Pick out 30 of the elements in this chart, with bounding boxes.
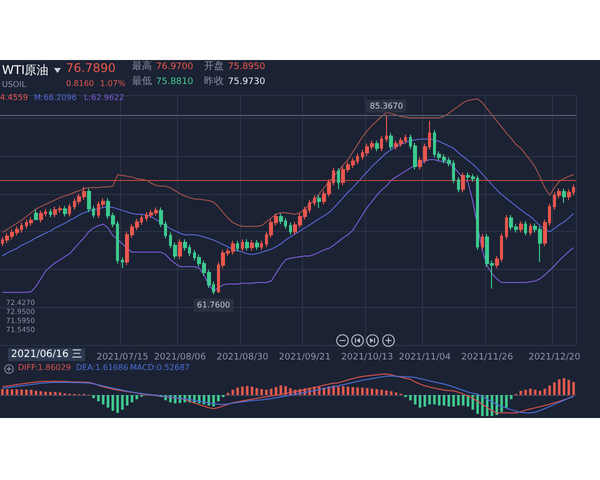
x-tick-label: 2021/11/26 <box>461 352 514 362</box>
chart-title: WTI原油 <box>2 62 49 79</box>
text: 2021/06/16 三 <box>8 348 85 361</box>
text: L:62.9622 <box>84 93 124 103</box>
text: 4.4559 <box>0 93 28 103</box>
chart-subtitle: USOIL <box>2 80 26 89</box>
text: MACD:0.52687 <box>130 363 190 373</box>
text: 0.8160 <box>66 79 94 89</box>
text: 1.07% <box>100 79 126 89</box>
text: 最高 <box>132 61 152 72</box>
text: DIFF:1.86029 <box>18 363 71 373</box>
text: 最低 <box>132 76 152 87</box>
text: DEA:1.61686 <box>76 363 128 373</box>
x-tick-label: 2021/08/30 <box>216 352 269 362</box>
x-tick-label: 2021/11/04 <box>398 352 452 362</box>
x-tick-label: 2021/12/20 <box>528 352 581 362</box>
annotation: 85.3670 <box>370 102 403 111</box>
text: 75.8950 <box>228 62 266 73</box>
text: 76.7890 <box>66 61 116 76</box>
text: 昨收 <box>204 76 224 87</box>
x-tick-label: 2021/07/15 <box>96 352 148 362</box>
text: M:66.2096 <box>34 93 77 103</box>
x-tick-label: 2021/10/13 <box>341 352 394 362</box>
text: 75.8810 <box>156 77 194 88</box>
text: 75.9730 <box>228 77 266 88</box>
text: 76.9700 <box>156 62 194 73</box>
text: 开盘 <box>204 61 224 72</box>
x-tick-label: 2021/09/21 <box>278 352 331 362</box>
x-tick-label: 2021/08/06 <box>154 352 206 362</box>
annotation: 61.7600 <box>197 300 230 310</box>
